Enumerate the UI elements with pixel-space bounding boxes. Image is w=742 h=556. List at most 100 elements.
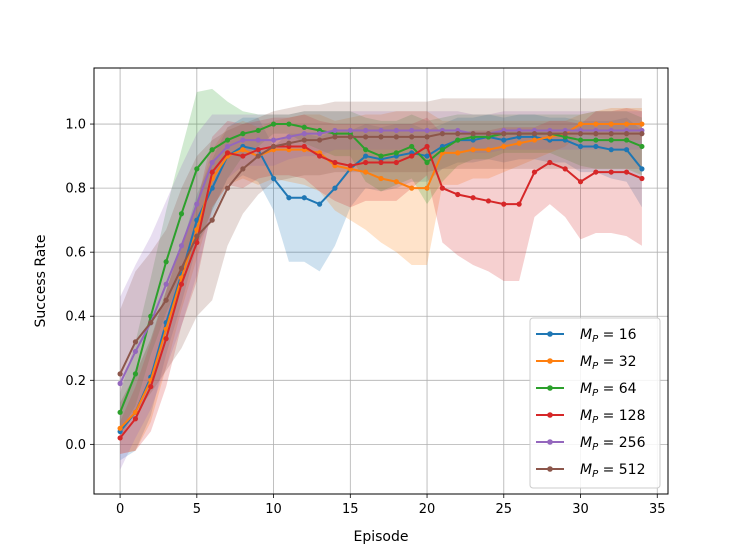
- series-6-point: [485, 131, 492, 137]
- series-4-point: [409, 153, 415, 159]
- series-5-point: [117, 380, 123, 387]
- legend-label: MP = 256: [580, 435, 646, 453]
- series-5-point: [317, 131, 323, 137]
- series-1-point: [623, 147, 630, 153]
- x-tick-label: 10: [265, 502, 282, 517]
- series-2-point: [639, 121, 645, 127]
- series-5-point: [409, 127, 415, 134]
- series-5-point: [286, 134, 292, 140]
- series-1-point: [332, 185, 338, 191]
- series-3-point: [132, 371, 139, 377]
- series-3-point: [270, 121, 277, 127]
- series-1-point: [317, 201, 323, 207]
- series-1-point: [639, 166, 645, 172]
- series-4-band: [120, 108, 642, 454]
- series-1-point: [286, 195, 292, 201]
- series-3-point: [639, 143, 645, 150]
- series-3-point: [209, 147, 215, 153]
- series-5-point: [194, 201, 200, 207]
- series-1-band: [120, 114, 642, 461]
- series-3-point: [163, 259, 169, 265]
- legend-entry: MP = 256: [536, 435, 646, 453]
- series-1-point: [301, 195, 307, 201]
- legend-swatch-marker: [547, 439, 553, 445]
- series-4-point: [577, 179, 584, 185]
- series-3-point: [455, 137, 461, 143]
- series-4-point: [163, 336, 169, 342]
- legend-label-variable: M: [580, 327, 592, 343]
- series-2-point: [623, 121, 630, 127]
- x-tick-label: 30: [572, 502, 589, 517]
- axis-ticks: 0 5 10 15 20 25 30 35 0.0 0.2 0.4 0.6 0.8 1.0: [65, 118, 665, 517]
- series-4-point: [455, 191, 461, 198]
- series-4-point: [623, 169, 630, 175]
- series-4-point: [347, 163, 353, 169]
- series-4-point: [516, 201, 522, 207]
- series-1-point: [577, 143, 584, 150]
- series-1-point: [593, 143, 599, 150]
- series-4-point: [148, 384, 154, 390]
- series-4-point: [424, 143, 430, 150]
- series-6-point: [163, 297, 169, 303]
- series-6-point: [516, 131, 522, 137]
- legend-label-variable: M: [580, 408, 592, 424]
- legend-label-value: = 64: [598, 381, 637, 397]
- series-4-point: [132, 416, 139, 422]
- series-6-point: [347, 134, 353, 140]
- x-tick-label: 25: [496, 502, 513, 517]
- series-2-point: [409, 185, 415, 191]
- series-2-point: [194, 227, 200, 233]
- legend-label-variable: M: [580, 435, 592, 451]
- series-4-point: [317, 153, 323, 159]
- series-4-point: [209, 169, 215, 175]
- series-6-point: [240, 166, 246, 172]
- series-6-band: [120, 98, 642, 438]
- legend-label-value: = 16: [598, 327, 637, 343]
- series-1-point: [270, 175, 277, 182]
- y-tick-label: 1.0: [65, 118, 86, 133]
- series-6-point: [593, 131, 599, 137]
- legend-entry: MP = 64: [536, 381, 637, 399]
- series-2-point: [516, 140, 522, 146]
- series-4-point: [485, 198, 492, 204]
- series-6-point: [531, 131, 538, 137]
- series-5-point: [178, 243, 185, 249]
- legend-label-value: = 32: [598, 354, 636, 370]
- series-4-point: [332, 159, 338, 166]
- series-2-point: [132, 409, 139, 415]
- series-2-point: [470, 147, 476, 153]
- series-4-point: [194, 239, 200, 246]
- x-tick-label: 5: [193, 502, 201, 517]
- series-6-point: [194, 233, 200, 239]
- series-5-point: [378, 127, 384, 134]
- series-3-point: [286, 121, 292, 127]
- series-4-point: [117, 435, 123, 441]
- series-6-point: [224, 185, 231, 191]
- series-3-point: [224, 137, 231, 143]
- series-2-point: [363, 169, 369, 175]
- legend-label-variable: M: [580, 354, 592, 370]
- series-3-point: [623, 137, 630, 143]
- y-tick-label: 0.6: [65, 246, 86, 261]
- series-2-point: [485, 147, 492, 153]
- legend-swatch-marker: [547, 412, 553, 418]
- series-5-point: [393, 127, 399, 134]
- series-6-point: [470, 131, 476, 137]
- legend-label-subscript: P: [592, 334, 599, 345]
- series-3-point: [393, 150, 399, 156]
- legend-entry: MP = 32: [536, 354, 637, 372]
- series-6-point: [577, 131, 584, 137]
- series-3-point: [577, 137, 584, 143]
- series-4-point: [531, 169, 538, 175]
- series-4-point: [363, 159, 369, 166]
- legend-label-subscript: P: [592, 415, 599, 426]
- series-3-point: [240, 131, 246, 137]
- x-tick-label: 35: [649, 502, 666, 517]
- series-2-point: [531, 137, 538, 143]
- x-tick-label: 15: [342, 502, 359, 517]
- series-4-point: [470, 195, 476, 201]
- legend-label-variable: M: [580, 381, 592, 397]
- series-2-point: [424, 185, 430, 191]
- series-3-point: [255, 127, 261, 134]
- series-4-point: [301, 143, 307, 150]
